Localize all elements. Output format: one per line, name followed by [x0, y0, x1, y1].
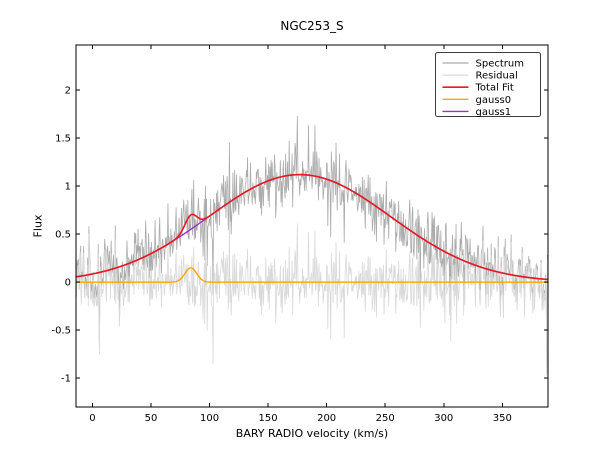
- x-tick-label: 300: [434, 413, 453, 424]
- x-tick-label: 250: [376, 413, 395, 424]
- legend-box: [435, 52, 541, 117]
- x-tick-label: 0: [89, 413, 95, 424]
- legend-label-gauss1: gauss1: [476, 107, 512, 118]
- legend-label-total-fit: Total Fit: [475, 83, 514, 94]
- y-tick-label: 1.5: [55, 134, 71, 145]
- spectrum-line: [76, 115, 548, 373]
- chart-title: NGC253_S: [280, 19, 344, 33]
- y-tick-label: 2: [65, 86, 71, 97]
- legend-label-spectrum: Spectrum: [476, 59, 524, 70]
- x-tick-label: 350: [493, 413, 512, 424]
- gauss0-line: [76, 267, 548, 283]
- y-tick-label: -1: [61, 374, 71, 385]
- axes-frame: [75, 44, 549, 408]
- x-axis-label: BARY RADIO velocity (km/s): [235, 427, 389, 440]
- x-tick-label: 50: [145, 413, 158, 424]
- legend-label-gauss0: gauss0: [476, 95, 512, 106]
- x-tick-label: 100: [200, 413, 219, 424]
- y-tick-label: 1: [65, 182, 71, 193]
- x-tick-label: 150: [259, 413, 278, 424]
- y-tick-label: -0.5: [51, 326, 71, 337]
- y-tick-label: 0.5: [55, 230, 71, 241]
- residual-line: [76, 222, 548, 376]
- y-tick-label: 0: [65, 278, 71, 289]
- legend-label-residual: Residual: [476, 71, 518, 82]
- x-tick-label: 200: [317, 413, 336, 424]
- total-fit-line: [76, 173, 548, 281]
